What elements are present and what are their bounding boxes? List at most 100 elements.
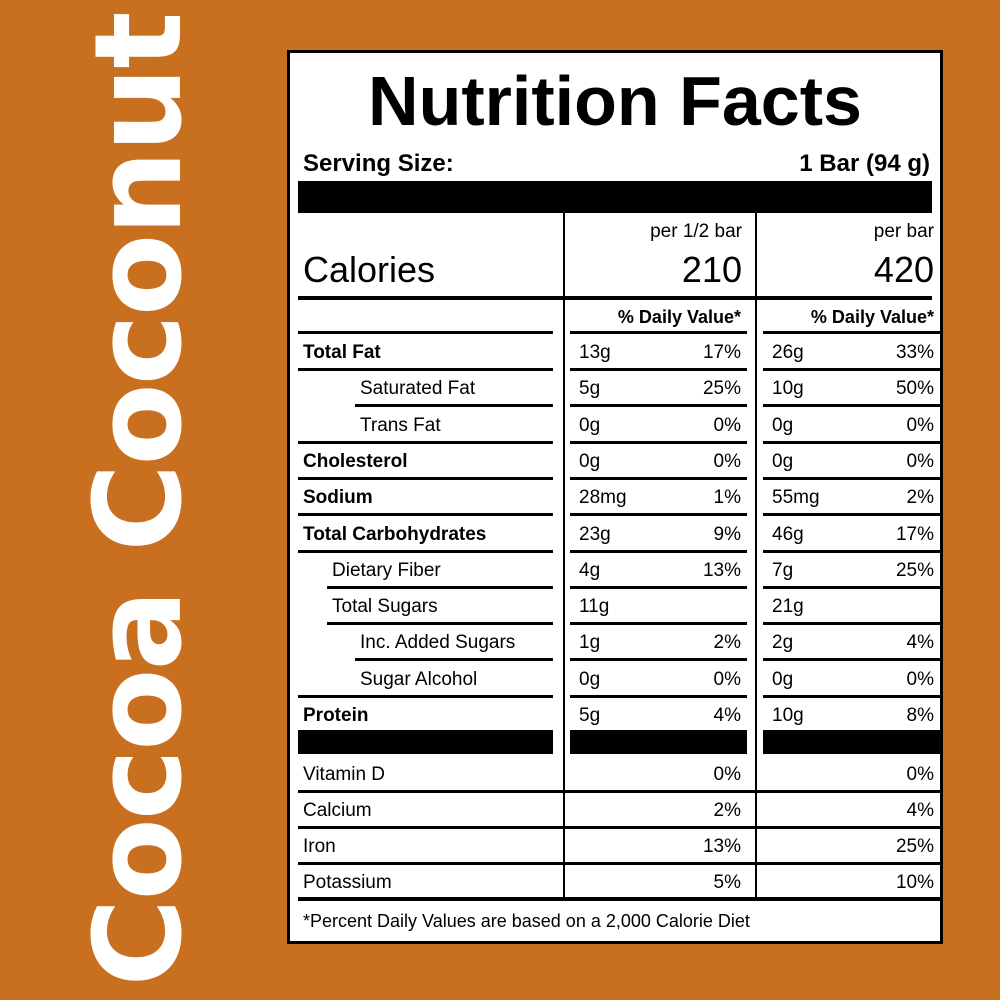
dv-col1: 2%: [713, 800, 741, 821]
dv-col1: 2%: [713, 632, 741, 654]
col2-calories: 420: [873, 249, 934, 290]
dv-col2: 25%: [895, 836, 934, 857]
dv-col2: 2%: [906, 487, 934, 509]
row-divider: [570, 404, 747, 408]
row-divider: [298, 694, 553, 698]
amount-col1: 0g: [579, 450, 601, 472]
column-divider: [563, 213, 565, 299]
row-divider: [763, 658, 940, 662]
row-divider: [298, 331, 553, 334]
row-divider: [327, 622, 553, 626]
row-divider: [570, 658, 747, 662]
amount-col2: 0g: [772, 450, 794, 472]
row-divider: [763, 404, 940, 408]
serving-size-row: Serving Size: 1 Bar (94 g): [300, 149, 930, 179]
dv-header-col2: % Daily Value*: [810, 307, 934, 327]
column-divider: [755, 213, 757, 299]
row-divider: [763, 622, 940, 626]
amount-col1: 11g: [579, 596, 610, 618]
amount-col1: 28mg: [579, 487, 627, 509]
serving-size-value: 1 Bar (94 g): [799, 150, 930, 177]
row-divider: [763, 585, 940, 589]
footnote: *Percent Daily Values are based on a 2,0…: [303, 911, 750, 931]
vitamin-name: Iron: [303, 836, 336, 857]
nutrient-name: Sodium: [303, 487, 373, 509]
dv-col1: 5%: [713, 872, 741, 893]
dv-col1: 0%: [713, 414, 741, 436]
nutrient-name: Dietary Fiber: [332, 559, 441, 581]
amount-col1: 0g: [579, 668, 601, 690]
amount-col1: 5g: [579, 378, 601, 400]
amount-col2: 10g: [772, 378, 804, 400]
row-divider: [298, 790, 940, 793]
dv-col1: 25%: [702, 378, 741, 400]
amount-col1: 1g: [579, 632, 601, 654]
amount-col2: 7g: [772, 559, 794, 581]
amount-col2: 21g: [772, 596, 804, 618]
row-divider: [298, 549, 553, 553]
dv-col2: 33%: [895, 342, 934, 363]
vitamin-name: Potassium: [303, 872, 392, 893]
row-divider: [298, 476, 553, 480]
row-divider: [298, 826, 940, 829]
nutrient-name: Cholesterol: [303, 450, 408, 472]
nutrient-name: Inc. Added Sugars: [360, 632, 516, 654]
row-divider: [298, 513, 553, 517]
thick-divider: [298, 181, 932, 213]
thick-divider: [570, 730, 747, 754]
row-divider: [763, 549, 940, 553]
amount-col2: 0g: [772, 668, 794, 690]
column-divider: [563, 300, 565, 900]
row-divider: [763, 440, 940, 444]
thick-divider: [298, 730, 553, 754]
dv-col2: 0%: [906, 414, 934, 436]
row-divider: [298, 368, 553, 371]
nutrient-name: Total Fat: [303, 342, 381, 363]
nutrition-facts-panel: Nutrition Facts Serving Size: 1 Bar (94 …: [287, 50, 943, 944]
nutrient-name: Saturated Fat: [360, 378, 476, 400]
dv-col1: 0%: [713, 668, 741, 690]
col1-calories: 210: [681, 249, 742, 290]
dv-col2: 50%: [895, 378, 934, 400]
panel-title: Nutrition Facts: [368, 62, 862, 140]
dv-col2: 0%: [906, 668, 934, 690]
nutrient-name: Protein: [303, 705, 369, 726]
dv-col1: 4%: [713, 705, 741, 726]
row-divider: [570, 694, 747, 698]
amount-col1: 23g: [579, 523, 611, 545]
dv-col1: 13%: [702, 836, 741, 857]
amount-col1: 0g: [579, 414, 601, 436]
row-divider: [298, 440, 553, 444]
row-divider: [570, 549, 747, 553]
row-divider: [298, 862, 940, 865]
dv-header-col1: % Daily Value*: [617, 307, 741, 327]
dv-col1: 9%: [713, 523, 741, 545]
row-divider: [763, 331, 940, 334]
amount-col1: 13g: [579, 342, 611, 363]
dv-col2: 4%: [906, 800, 934, 821]
nutrient-name: Total Sugars: [332, 596, 438, 618]
dv-col1: 1%: [713, 487, 741, 509]
nutrient-name: Sugar Alcohol: [360, 668, 478, 690]
bottom-divider: [298, 897, 940, 901]
dv-col2: 4%: [906, 632, 934, 654]
thick-divider: [763, 730, 940, 754]
row-divider: [570, 331, 747, 334]
row-divider: [763, 513, 940, 517]
calories-label: Calories: [303, 249, 436, 290]
dv-col1: 0%: [713, 450, 741, 472]
column-divider: [755, 300, 757, 900]
dv-col2: 17%: [895, 523, 934, 545]
dv-col1: 13%: [702, 559, 741, 581]
row-divider: [355, 404, 553, 408]
row-divider: [570, 368, 747, 371]
amount-col1: 4g: [579, 559, 601, 581]
amount-col2: 55mg: [772, 487, 820, 509]
col1-header: per 1/2 bar: [650, 221, 742, 242]
product-name: Cocoa Coconut: [70, 13, 209, 987]
dv-col2: 10%: [895, 872, 934, 893]
col2-header: per bar: [873, 221, 934, 242]
row-divider: [763, 368, 940, 371]
amount-col2: 46g: [772, 523, 804, 545]
amount-col2: 2g: [772, 632, 794, 654]
